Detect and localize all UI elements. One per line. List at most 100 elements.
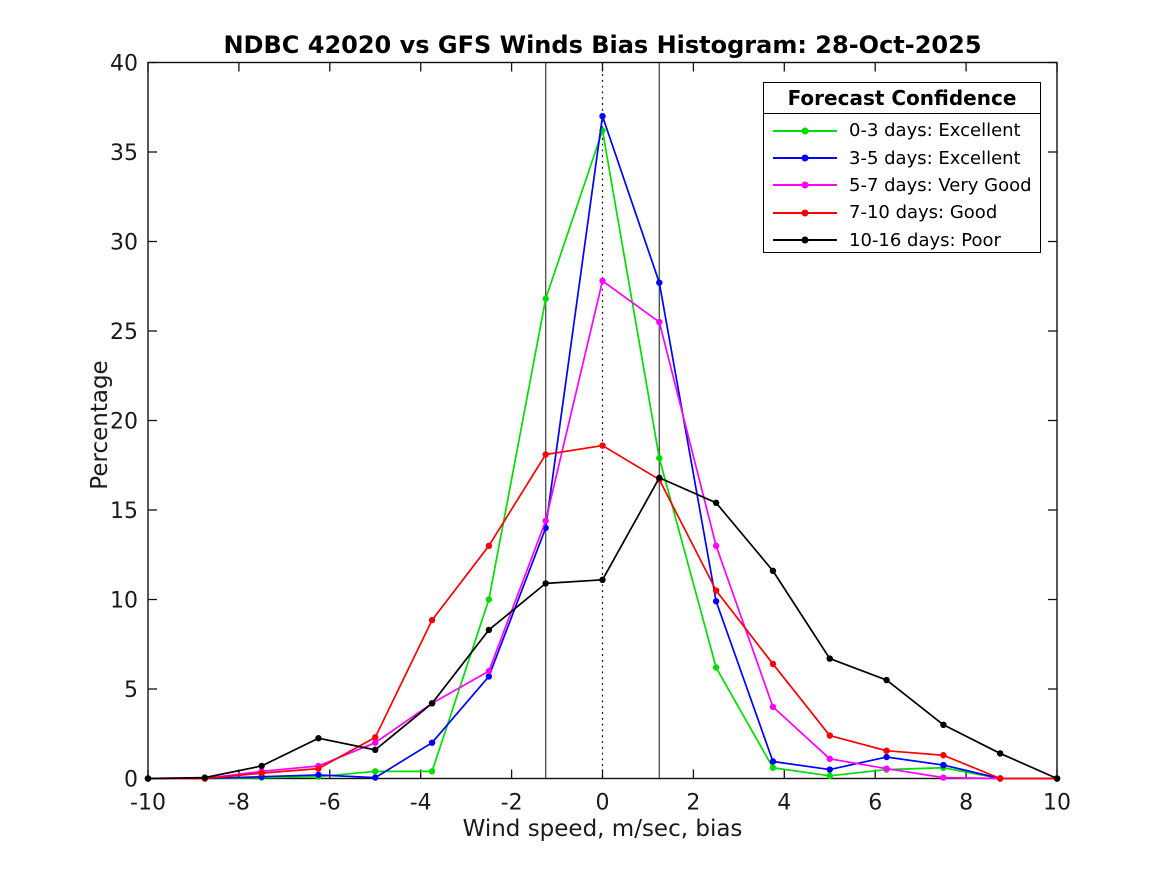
y-axis-label: Percentage: [87, 360, 113, 490]
legend-entry: 7-10 days: Good: [764, 199, 1040, 226]
series-marker-5-7-days-very-good: [769, 703, 777, 711]
series-marker-7-10-days-good: [315, 765, 322, 772]
legend-entry-label: 0-3 days: Excellent: [849, 120, 1021, 142]
series-marker-10-16-days-poor: [315, 735, 322, 742]
series-marker-3-5-days-excellent: [826, 766, 833, 773]
series-marker-10-16-days-poor: [372, 746, 379, 754]
series-marker-7-10-days-good: [258, 769, 265, 777]
series-marker-0-3-days-excellent: [826, 772, 833, 780]
series-marker-10-16-days-poor: [996, 750, 1004, 757]
legend-swatch-marker: [801, 209, 809, 217]
series-marker-5-7-days-very-good: [372, 739, 379, 746]
y-tick-label: 25: [110, 320, 138, 345]
x-tick-label: -2: [501, 791, 523, 816]
series-marker-0-3-days-excellent: [656, 454, 663, 462]
chart-title: NDBC 42020 vs GFS Winds Bias Histogram: …: [223, 31, 982, 59]
x-axis-label: Wind speed, m/sec, bias: [462, 816, 743, 842]
series-marker-5-7-days-very-good: [940, 774, 947, 781]
series-marker-10-16-days-poor: [428, 700, 436, 707]
legend-swatch-line: [773, 236, 837, 244]
legend-swatch-line: [773, 127, 837, 135]
series-marker-5-7-days-very-good: [599, 277, 606, 285]
x-tick-label: 6: [868, 791, 882, 816]
series-marker-10-16-days-poor: [201, 774, 209, 781]
series-marker-7-10-days-good: [996, 775, 1004, 782]
legend-swatch-marker: [801, 181, 809, 189]
legend-entry-label: 5-7 days: Very Good: [849, 174, 1032, 196]
series-marker-3-5-days-excellent: [485, 673, 493, 680]
series-marker-10-16-days-poor: [940, 721, 947, 728]
series-line-7-10-days-good: [148, 444, 1057, 780]
series-marker-5-7-days-very-good: [656, 318, 663, 326]
series-line-10-16-days-poor: [147, 476, 1058, 780]
y-tick-label: 40: [110, 52, 138, 77]
legend-entry-label: 7-10 days: Good: [849, 202, 998, 224]
series-marker-7-10-days-good: [826, 732, 833, 739]
series-marker-3-5-days-excellent: [599, 113, 606, 120]
legend-swatch-marker: [801, 127, 809, 135]
series-marker-0-3-days-excellent: [769, 764, 777, 771]
x-tick-label: -6: [319, 791, 341, 816]
series-marker-3-5-days-excellent: [940, 761, 947, 769]
series-marker-0-3-days-excellent: [428, 768, 436, 775]
x-tick-label: 2: [686, 791, 700, 816]
series-marker-10-16-days-poor: [258, 762, 265, 770]
legend-entry: 0-3 days: Excellent: [764, 117, 1040, 144]
series-marker-3-5-days-excellent: [656, 279, 663, 286]
series-marker-0-3-days-excellent: [372, 768, 379, 775]
series-marker-7-10-days-good: [542, 451, 549, 458]
x-tick-label: -8: [228, 791, 250, 816]
legend-title: Forecast Confidence: [764, 83, 1040, 114]
series-marker-7-10-days-good: [712, 587, 720, 594]
y-tick-label: 15: [110, 499, 138, 524]
x-tick-label: -4: [410, 791, 432, 816]
series-marker-10-16-days-poor: [1053, 775, 1061, 782]
legend-entry: 10-16 days: Poor: [764, 227, 1040, 254]
legend: Forecast Confidence 0-3 days: Excellent 3…: [763, 82, 1041, 253]
series-marker-5-7-days-very-good: [712, 542, 720, 549]
series-marker-5-7-days-very-good: [542, 517, 549, 524]
y-tick-label: 30: [110, 231, 138, 256]
legend-entries: 0-3 days: Excellent 3-5 days: Excellent 5-…: [764, 114, 1040, 254]
y-tick-label: 0: [124, 768, 138, 793]
legend-entry: 3-5 days: Excellent: [764, 144, 1040, 171]
y-tick-label: 5: [124, 678, 138, 703]
x-tick-label: 4: [777, 791, 791, 816]
series-marker-7-10-days-good: [769, 660, 777, 668]
series-marker-7-10-days-good: [372, 734, 379, 741]
series-marker-10-16-days-poor: [826, 655, 833, 662]
legend-swatch-marker: [801, 154, 809, 162]
x-tick-label: 0: [596, 791, 610, 816]
series-marker-0-3-days-excellent: [712, 664, 720, 671]
legend-swatch-line: [773, 154, 837, 162]
legend-entry-label: 10-16 days: Poor: [849, 229, 1001, 251]
series-marker-3-5-days-excellent: [428, 739, 436, 746]
series-marker-3-5-days-excellent: [883, 753, 890, 761]
y-tick-label: 10: [110, 589, 138, 614]
series-marker-5-7-days-very-good: [883, 765, 890, 772]
series-marker-5-7-days-very-good: [485, 667, 493, 675]
legend-entry: 5-7 days: Very Good: [764, 172, 1040, 199]
series-marker-10-16-days-poor: [542, 580, 549, 587]
y-tick-label: 35: [110, 141, 138, 166]
series-marker-10-16-days-poor: [656, 474, 663, 481]
series-marker-3-5-days-excellent: [769, 758, 777, 765]
legend-swatch-line: [773, 209, 837, 217]
series-marker-10-16-days-poor: [712, 499, 720, 507]
series-marker-7-10-days-good: [428, 616, 436, 624]
series-marker-10-16-days-poor: [883, 676, 890, 684]
y-tick-label: 20: [110, 410, 138, 435]
series-marker-7-10-days-good: [940, 752, 947, 759]
x-tick-label: 10: [1043, 791, 1071, 816]
series-marker-5-7-days-very-good: [826, 755, 833, 763]
legend-entry-label: 3-5 days: Excellent: [849, 147, 1021, 169]
series-marker-0-3-days-excellent: [542, 295, 549, 302]
x-tick-label: 8: [959, 791, 973, 816]
series-marker-3-5-days-excellent: [315, 771, 322, 779]
series-marker-3-5-days-excellent: [372, 774, 379, 781]
x-tick-label: -10: [130, 791, 166, 816]
series-line-5-7-days-very-good: [148, 280, 1057, 780]
series-marker-10-16-days-poor: [599, 576, 606, 584]
